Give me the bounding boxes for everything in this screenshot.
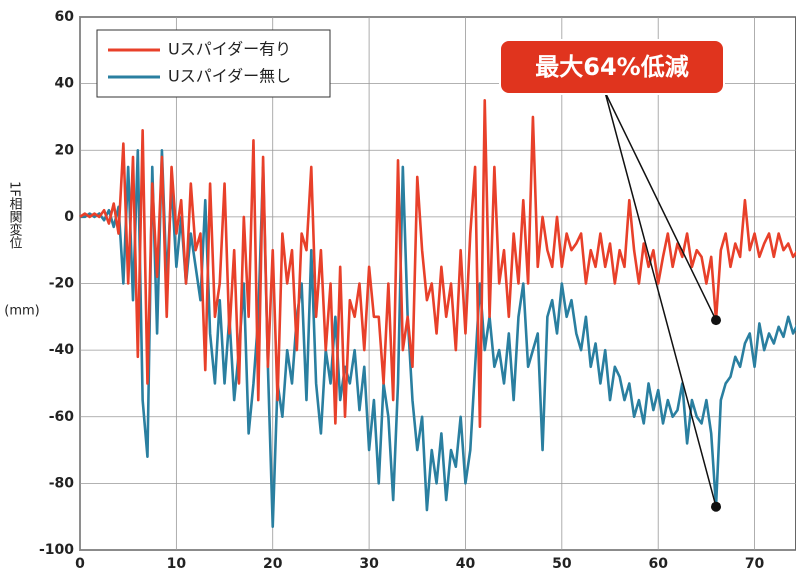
legend-label: Uスパイダー無し (168, 67, 291, 86)
y-axis-label: 1F相関変位 (7, 181, 23, 249)
x-tick-label: 30 (359, 556, 379, 572)
x-tick-label: 20 (263, 556, 283, 572)
legend-box (96, 29, 331, 98)
y-tick-label: 0 (64, 209, 74, 225)
y-tick-label: 60 (55, 9, 75, 25)
y-tick-label: -80 (49, 475, 75, 491)
x-tick-label: 40 (456, 556, 476, 572)
y-axis-unit: (mm) (4, 304, 39, 319)
x-tick-label: 50 (552, 556, 572, 572)
annotation-point (711, 315, 722, 326)
annotation-leader (604, 91, 717, 321)
y-tick-label: 20 (55, 142, 75, 158)
y-tick-label: 40 (55, 76, 75, 92)
x-tick-label: 0 (75, 556, 85, 572)
annotation-box (499, 39, 725, 95)
series-line (79, 98, 796, 429)
series-line (80, 148, 796, 528)
y-tick-label: -40 (49, 342, 75, 358)
annotation-leader (604, 91, 717, 507)
annotation-text: 最大64%低減 (535, 53, 688, 81)
x-tick-label: 60 (648, 556, 668, 572)
y-tick-label: -60 (49, 409, 75, 425)
x-tick-label: 70 (745, 556, 765, 572)
legend-label: Uスパイダー有り (168, 40, 291, 59)
x-tick-label: 10 (167, 556, 187, 572)
y-tick-label: -20 (49, 276, 75, 292)
annotation-point (711, 501, 722, 512)
y-tick-label: -100 (39, 542, 74, 558)
